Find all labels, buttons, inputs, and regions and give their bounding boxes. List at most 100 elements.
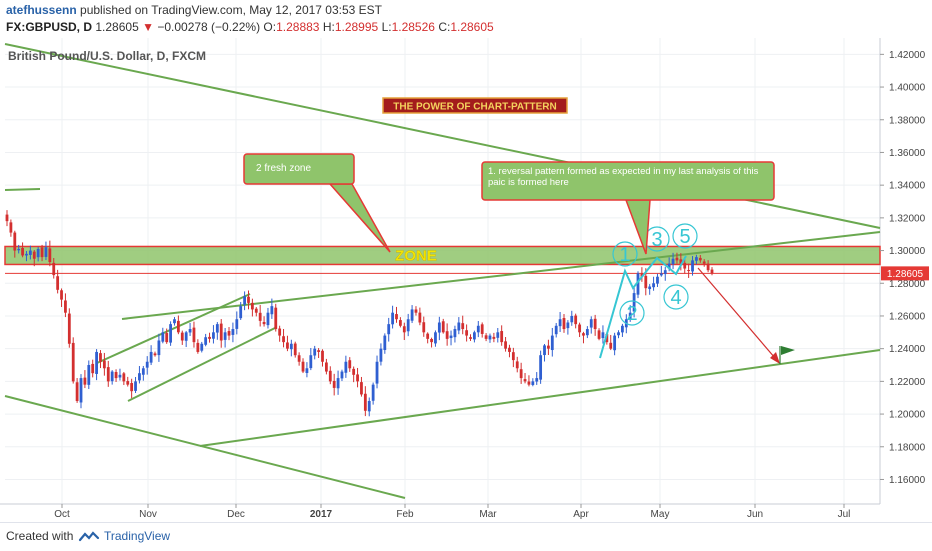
candle-body	[485, 335, 488, 339]
callout-reversal-text: 1. reversal pattern formed as expected i…	[488, 166, 770, 188]
y-tick-label: 1.30000	[889, 246, 926, 257]
candle-body	[119, 375, 122, 378]
candle-body	[664, 270, 667, 274]
candle-body	[590, 319, 593, 327]
candle-body	[212, 332, 215, 338]
candle-body	[496, 332, 499, 338]
candle-body	[469, 337, 472, 339]
candle-body	[228, 331, 231, 336]
candle-body	[25, 254, 28, 256]
y-tick-label: 1.32000	[889, 213, 926, 224]
candle-body	[477, 326, 480, 333]
candle-body	[263, 322, 266, 324]
candle-body	[333, 381, 336, 388]
close-label: C:	[438, 20, 450, 34]
candle-body	[520, 369, 523, 378]
candle-body	[87, 365, 90, 385]
change-value: −0.00278 (−0.22%)	[157, 20, 260, 34]
candle-body	[161, 332, 164, 341]
wave-1-label: 1	[619, 244, 630, 266]
candle-body	[426, 334, 429, 339]
candle-body	[481, 324, 484, 334]
candle-body	[134, 381, 137, 391]
candle-body	[512, 352, 515, 360]
ohlc-line: FX:GBPUSD, D 1.28605 ▼ −0.00278 (−0.22%)…	[6, 20, 494, 34]
candle-body	[594, 319, 597, 329]
candle-body	[200, 344, 203, 351]
candle-body	[372, 385, 375, 401]
y-tick-label: 1.38000	[889, 115, 926, 126]
candle-body	[111, 372, 114, 382]
candle-body	[99, 353, 102, 362]
candle-body	[306, 368, 309, 373]
open-value: 1.28883	[276, 20, 319, 34]
zone-label: ZONE	[395, 247, 437, 264]
candle-body	[64, 300, 67, 312]
candle-body	[329, 371, 332, 382]
candle-body	[387, 324, 390, 334]
candle-body	[232, 329, 235, 335]
candle-body	[376, 362, 379, 384]
y-tick-label: 1.22000	[889, 377, 926, 388]
x-tick-label: 2017	[310, 509, 333, 520]
callout-fresh-zone-text: 2 fresh zone	[256, 163, 311, 174]
candle-body	[286, 342, 289, 348]
candle-body	[578, 325, 581, 333]
price-chart[interactable]: 1 2 3 4 5 2 fresh zone 1. reversal patte…	[0, 38, 932, 522]
candle-body	[391, 313, 394, 325]
candle-body	[220, 324, 223, 341]
y-tick-label: 1.24000	[889, 344, 926, 355]
candle-body	[707, 264, 710, 271]
supply-zone[interactable]	[5, 246, 880, 264]
candle-body	[500, 331, 503, 342]
chart-title: British Pound/U.S. Dollar, D, FXCM	[8, 49, 206, 63]
candle-body	[383, 336, 386, 350]
candle-body	[68, 314, 71, 344]
down-arrow-icon: ▼	[142, 20, 154, 34]
candle-body	[37, 249, 40, 257]
tradingview-brand[interactable]: TradingView	[104, 529, 170, 543]
candle-body	[422, 322, 425, 332]
candle-body	[216, 324, 219, 332]
candle-body	[574, 316, 577, 325]
candle-body	[17, 249, 20, 250]
candle-body	[154, 353, 157, 355]
candle-body	[566, 323, 569, 329]
candle-body	[524, 379, 527, 381]
candle-body	[255, 309, 258, 313]
candle-body	[193, 328, 196, 342]
candle-body	[465, 330, 468, 335]
candle-body	[321, 351, 324, 362]
y-tick-label: 1.20000	[889, 410, 926, 421]
candle-body	[652, 283, 655, 287]
candle-body	[364, 394, 367, 411]
candle-body	[294, 344, 297, 356]
candle-body	[290, 344, 293, 349]
wave-5-label: 5	[679, 226, 690, 248]
candle-body	[21, 248, 24, 255]
left-short-line[interactable]	[5, 189, 40, 190]
x-tick-label: Jun	[747, 509, 763, 520]
candle-body	[115, 372, 118, 378]
author-link[interactable]: atefhussenn	[6, 3, 77, 17]
candle-body	[508, 348, 511, 352]
candle-body	[368, 401, 371, 411]
candle-body	[29, 251, 32, 255]
candle-body	[298, 355, 301, 361]
symbol-label: FX:GBPUSD, D	[6, 20, 92, 34]
candle-body	[48, 248, 51, 262]
candle-body	[687, 270, 690, 271]
candle-body	[418, 313, 421, 323]
candle-body	[80, 378, 83, 402]
candle-body	[33, 252, 36, 259]
candle-body	[107, 367, 110, 381]
x-tick-label: Apr	[573, 509, 589, 520]
close-value: 1.28605	[450, 20, 493, 34]
x-tick-label: Oct	[54, 509, 70, 520]
chart-header: atefhussenn published on TradingView.com…	[0, 0, 932, 38]
candle-body	[208, 337, 211, 339]
candle-body	[660, 273, 663, 275]
created-with-text: Created with	[6, 529, 73, 543]
candle-body	[313, 349, 316, 356]
candle-body	[274, 308, 277, 329]
